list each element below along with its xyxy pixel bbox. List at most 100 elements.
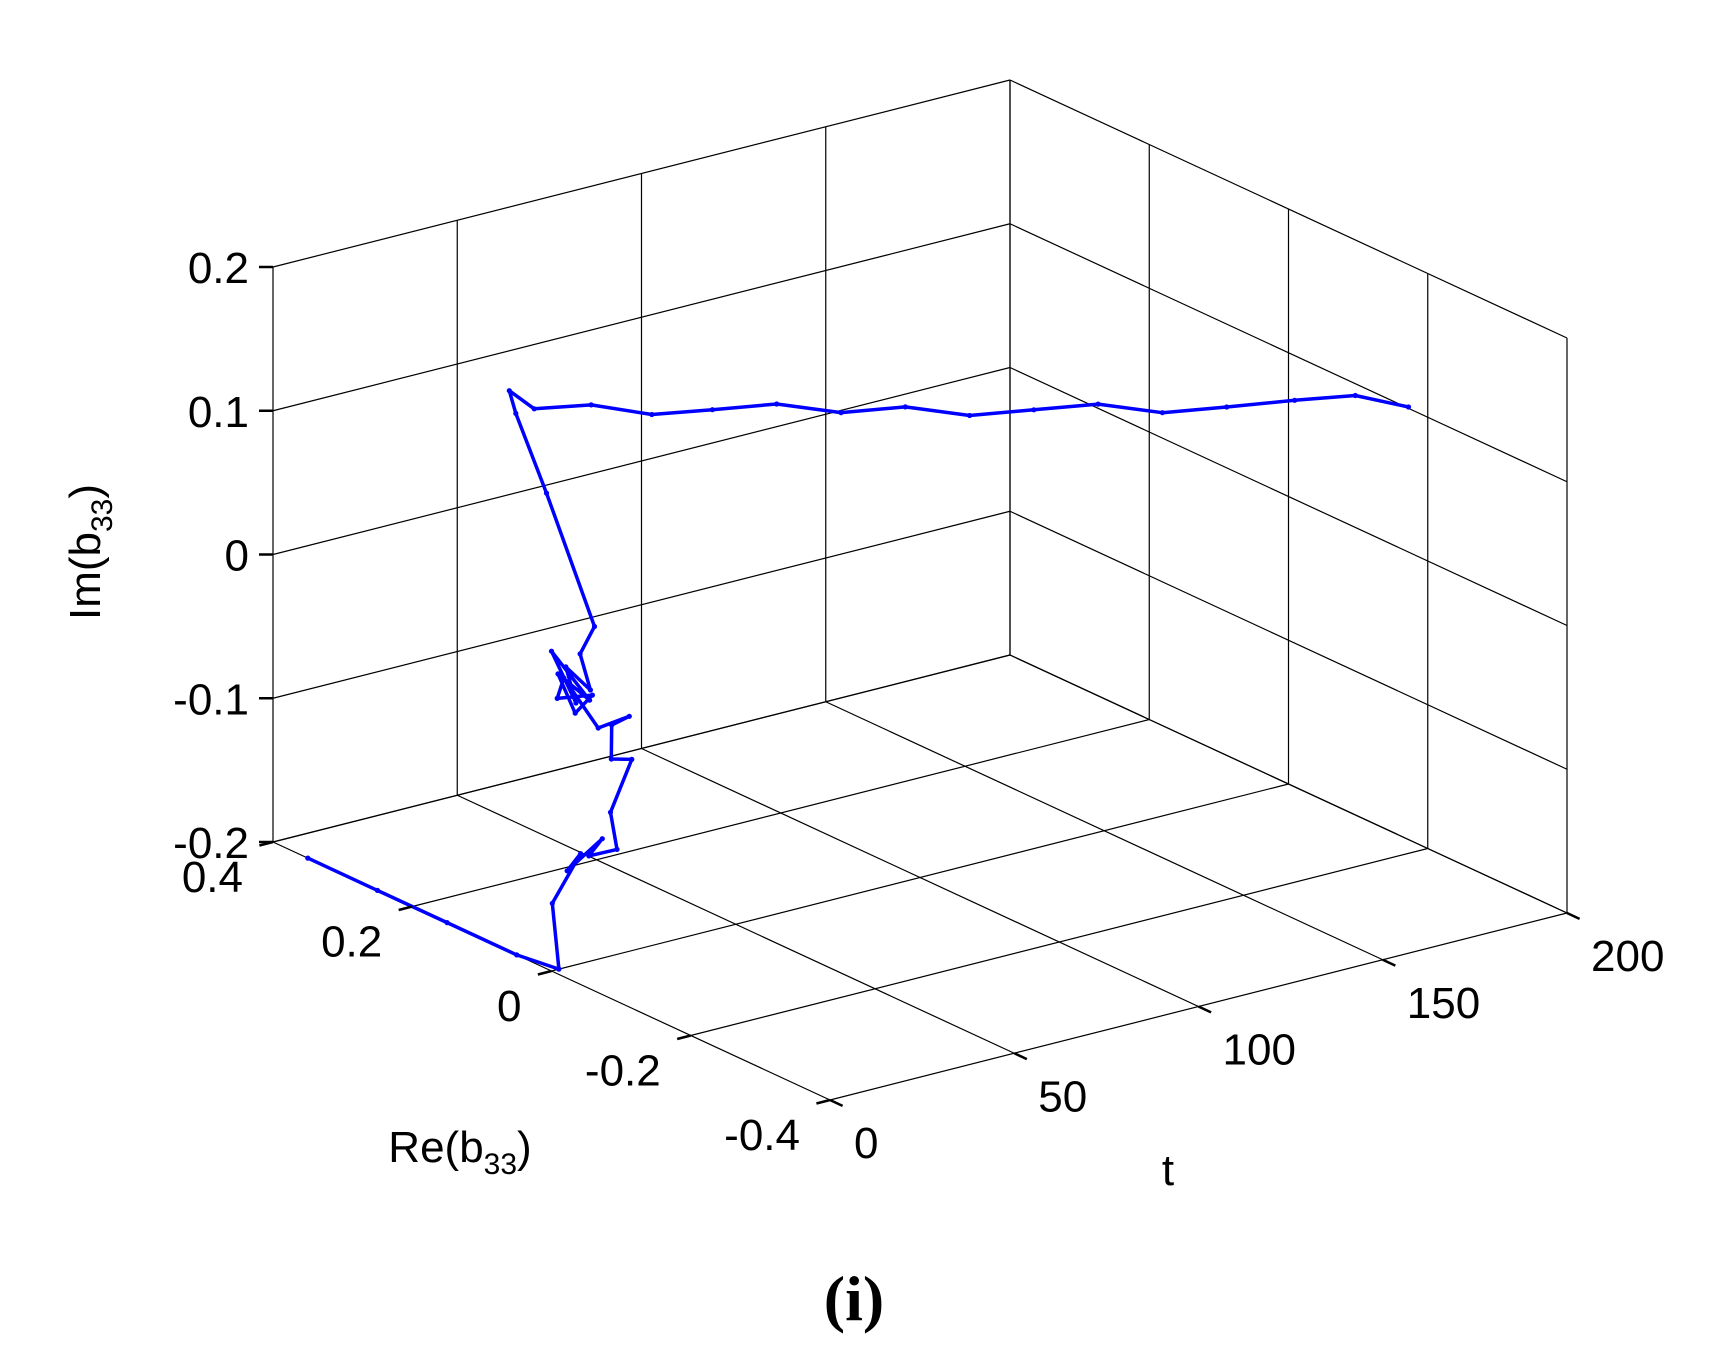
data-point <box>543 490 550 496</box>
y-tick <box>1013 1052 1028 1061</box>
x-axis-label: Re(b33) <box>388 1123 531 1181</box>
x-tick <box>398 905 413 912</box>
y-axis-label: t <box>1162 1146 1174 1195</box>
data-point <box>588 402 594 408</box>
grid-line-t-floor <box>825 701 1384 961</box>
data-point <box>444 920 450 926</box>
data-point <box>305 855 311 861</box>
data-point <box>902 404 908 410</box>
tick-layer <box>259 265 1581 1108</box>
data-point <box>608 756 614 762</box>
y-tick-label: 0 <box>854 1119 878 1168</box>
data-point <box>577 651 583 657</box>
data-point <box>1292 397 1298 403</box>
data-layer <box>305 388 1412 972</box>
data-point <box>578 851 584 857</box>
data-point <box>549 900 555 906</box>
grid-line-z-back <box>272 654 1011 843</box>
data-point <box>1031 407 1037 413</box>
data-point <box>595 725 601 731</box>
data-point <box>629 756 635 763</box>
data-point <box>709 407 716 413</box>
y-tick-label: 200 <box>1591 932 1664 981</box>
data-point <box>573 700 579 706</box>
x-tick-label: 0.2 <box>321 918 382 967</box>
data-point <box>563 664 569 670</box>
grid-line-t-floor <box>641 747 1199 1008</box>
data-point <box>531 406 537 412</box>
grid-line-z-side <box>1009 510 1568 770</box>
y-tick <box>1566 911 1581 921</box>
data-point <box>649 411 655 418</box>
data-point <box>586 853 592 859</box>
data-point <box>554 695 560 702</box>
data-point <box>587 697 593 703</box>
grid-line-z-back <box>272 366 1011 556</box>
grid-line-z-side <box>1009 79 1568 339</box>
grid-line-z-side <box>1009 366 1568 627</box>
data-point <box>609 722 615 728</box>
label-layer: -0.4 -0.2 0 0.2 0.4 0 50 100 150 200 -0.2 -0.1 0 0.1 0… <box>61 244 1664 1195</box>
y-tick-label: 150 <box>1407 979 1480 1028</box>
x-tick-label: -0.2 <box>585 1047 661 1096</box>
grid-layer <box>272 79 1568 1101</box>
data-point <box>774 401 780 407</box>
panel-label: (i) <box>824 1263 884 1334</box>
x-tick-label: 0.4 <box>182 853 243 902</box>
x-axis-label-sub: 33 <box>484 1148 517 1181</box>
z-tick-label: -0.2 <box>173 819 249 868</box>
data-point <box>514 952 520 958</box>
data-point <box>587 687 594 693</box>
data-point <box>1224 404 1230 410</box>
data-point <box>564 868 570 874</box>
x-tick <box>816 1098 831 1105</box>
data-point <box>1095 401 1101 407</box>
grid-line-t-floor <box>456 794 1015 1054</box>
data-point <box>374 887 380 894</box>
grid-line-z-side <box>1009 654 1568 914</box>
y-tick <box>1197 1005 1212 1014</box>
z-axis-label: Im(b33) <box>61 484 119 620</box>
data-point <box>513 410 519 416</box>
data-point <box>548 648 555 654</box>
data-point <box>556 966 562 972</box>
data-point <box>555 671 561 677</box>
data-point <box>614 846 620 853</box>
y-tick-label: 50 <box>1038 1072 1087 1121</box>
data-point <box>967 412 973 419</box>
z-axis-label-sub: 33 <box>86 499 119 532</box>
data-point <box>506 388 512 394</box>
x-axis-label-post: ) <box>517 1123 532 1172</box>
z-tick-label: -0.1 <box>173 675 249 724</box>
x-tick-label: -0.4 <box>724 1111 800 1160</box>
x-tick <box>676 1034 692 1041</box>
x-axis-label-pre: Re(b <box>388 1123 483 1172</box>
x-tick-label: 0 <box>497 982 521 1031</box>
grid-line-z-side <box>1009 223 1568 483</box>
data-point <box>599 836 605 842</box>
data-point <box>1352 392 1358 399</box>
data-point <box>607 809 614 815</box>
data-point <box>838 410 844 416</box>
data-point <box>561 675 567 681</box>
series-line-0 <box>306 388 1411 971</box>
data-point <box>626 713 632 719</box>
data-point <box>1159 410 1165 416</box>
z-tick-label: 0.1 <box>188 388 249 437</box>
data-point <box>572 710 578 716</box>
z-axis-label-pre: Im(b <box>61 532 110 620</box>
data-point <box>589 692 596 698</box>
data-point <box>591 623 598 630</box>
grid-line-z-back <box>272 223 1011 412</box>
y-tick <box>1382 958 1396 967</box>
z-axis-label-post: ) <box>61 484 110 499</box>
z-tick-label: 0 <box>225 532 249 581</box>
y-tick <box>829 1098 844 1108</box>
y-tick-label: 100 <box>1223 1026 1296 1075</box>
grid-line-z-back <box>272 79 1011 268</box>
x-tick <box>537 969 552 976</box>
z-tick-label: 0.2 <box>188 244 249 293</box>
data-point <box>1405 404 1412 410</box>
grid-line-z-back <box>272 510 1011 699</box>
